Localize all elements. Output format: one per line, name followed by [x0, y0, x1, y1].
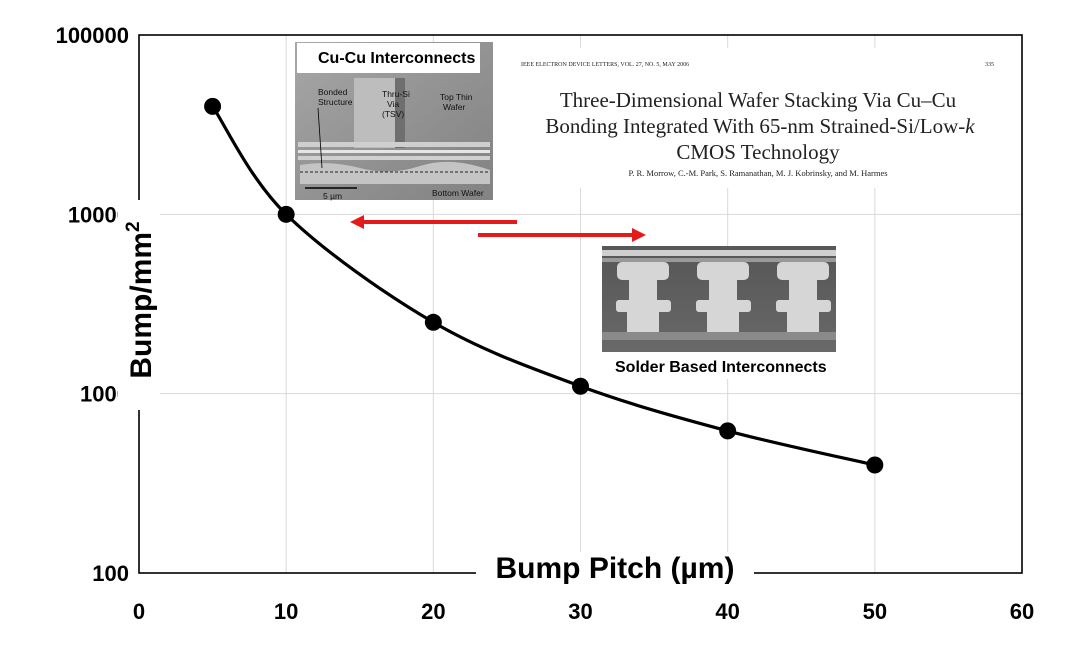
y-tick-label: 100 [92, 561, 129, 586]
x-tick-label: 60 [1010, 599, 1034, 624]
x-axis-title: Bump Pitch (µm) [496, 552, 735, 585]
annotation-via: Via [387, 99, 399, 109]
annotation-tsv: (TSV) [382, 109, 404, 119]
x-tick-labels: 0 10 20 30 40 50 60 [133, 599, 1034, 624]
annotation-bonded: Bonded [318, 87, 348, 97]
data-point [277, 205, 295, 223]
annotation-bottom-wafer: Bottom Wafer [432, 188, 484, 198]
annotation-wafer: Wafer [443, 102, 466, 112]
x-tick-label: 40 [715, 599, 739, 624]
data-point [572, 377, 589, 395]
data-point [424, 313, 442, 331]
x-tick-label: 30 [568, 599, 592, 624]
data-point [866, 456, 884, 474]
paper-title-line-3: CMOS Technology [676, 140, 840, 164]
paper-title-inset: IEEE ELECTRON DEVICE LETTERS, VOL. 27, N… [500, 48, 1020, 188]
annotation-scale-bar: 5 µm [323, 191, 342, 201]
paper-header: IEEE ELECTRON DEVICE LETTERS, VOL. 27, N… [521, 62, 689, 68]
paper-authors: P. R. Morrow, C.-M. Park, S. Ramanathan,… [628, 168, 887, 178]
solder-label: Solder Based Interconnects [615, 359, 827, 376]
pitch-range-arrows [350, 215, 646, 242]
y-tick-label: 100000 [56, 23, 129, 48]
x-tick-label: 0 [133, 599, 145, 624]
y-axis-title: Bump/mm2 [123, 221, 158, 378]
paper-title-line-1: Three-Dimensional Wafer Stacking Via Cu–… [560, 88, 957, 112]
annotation-structure: Structure [318, 97, 353, 107]
data-point [719, 422, 737, 440]
data-points [204, 97, 884, 474]
solder-sem-inset: Solder Based Interconnects [602, 246, 836, 379]
x-tick-label: 50 [863, 599, 887, 624]
annotation-thru-si: Thru-Si [382, 89, 410, 99]
arrow-left-icon [350, 215, 364, 229]
data-point [204, 97, 222, 115]
paper-page-number: 335 [985, 62, 994, 68]
cu-cu-sem-inset: Bonded Structure Thru-Si Via (TSV) Top T… [295, 42, 493, 201]
annotation-top-thin: Top Thin [440, 92, 473, 102]
x-tick-label: 10 [274, 599, 298, 624]
cu-cu-label: Cu-Cu Interconnects [318, 50, 475, 67]
x-tick-label: 20 [421, 599, 445, 624]
paper-title-line-2: Bonding Integrated With 65-nm Strained-S… [545, 114, 975, 138]
arrow-right-icon [632, 228, 646, 242]
